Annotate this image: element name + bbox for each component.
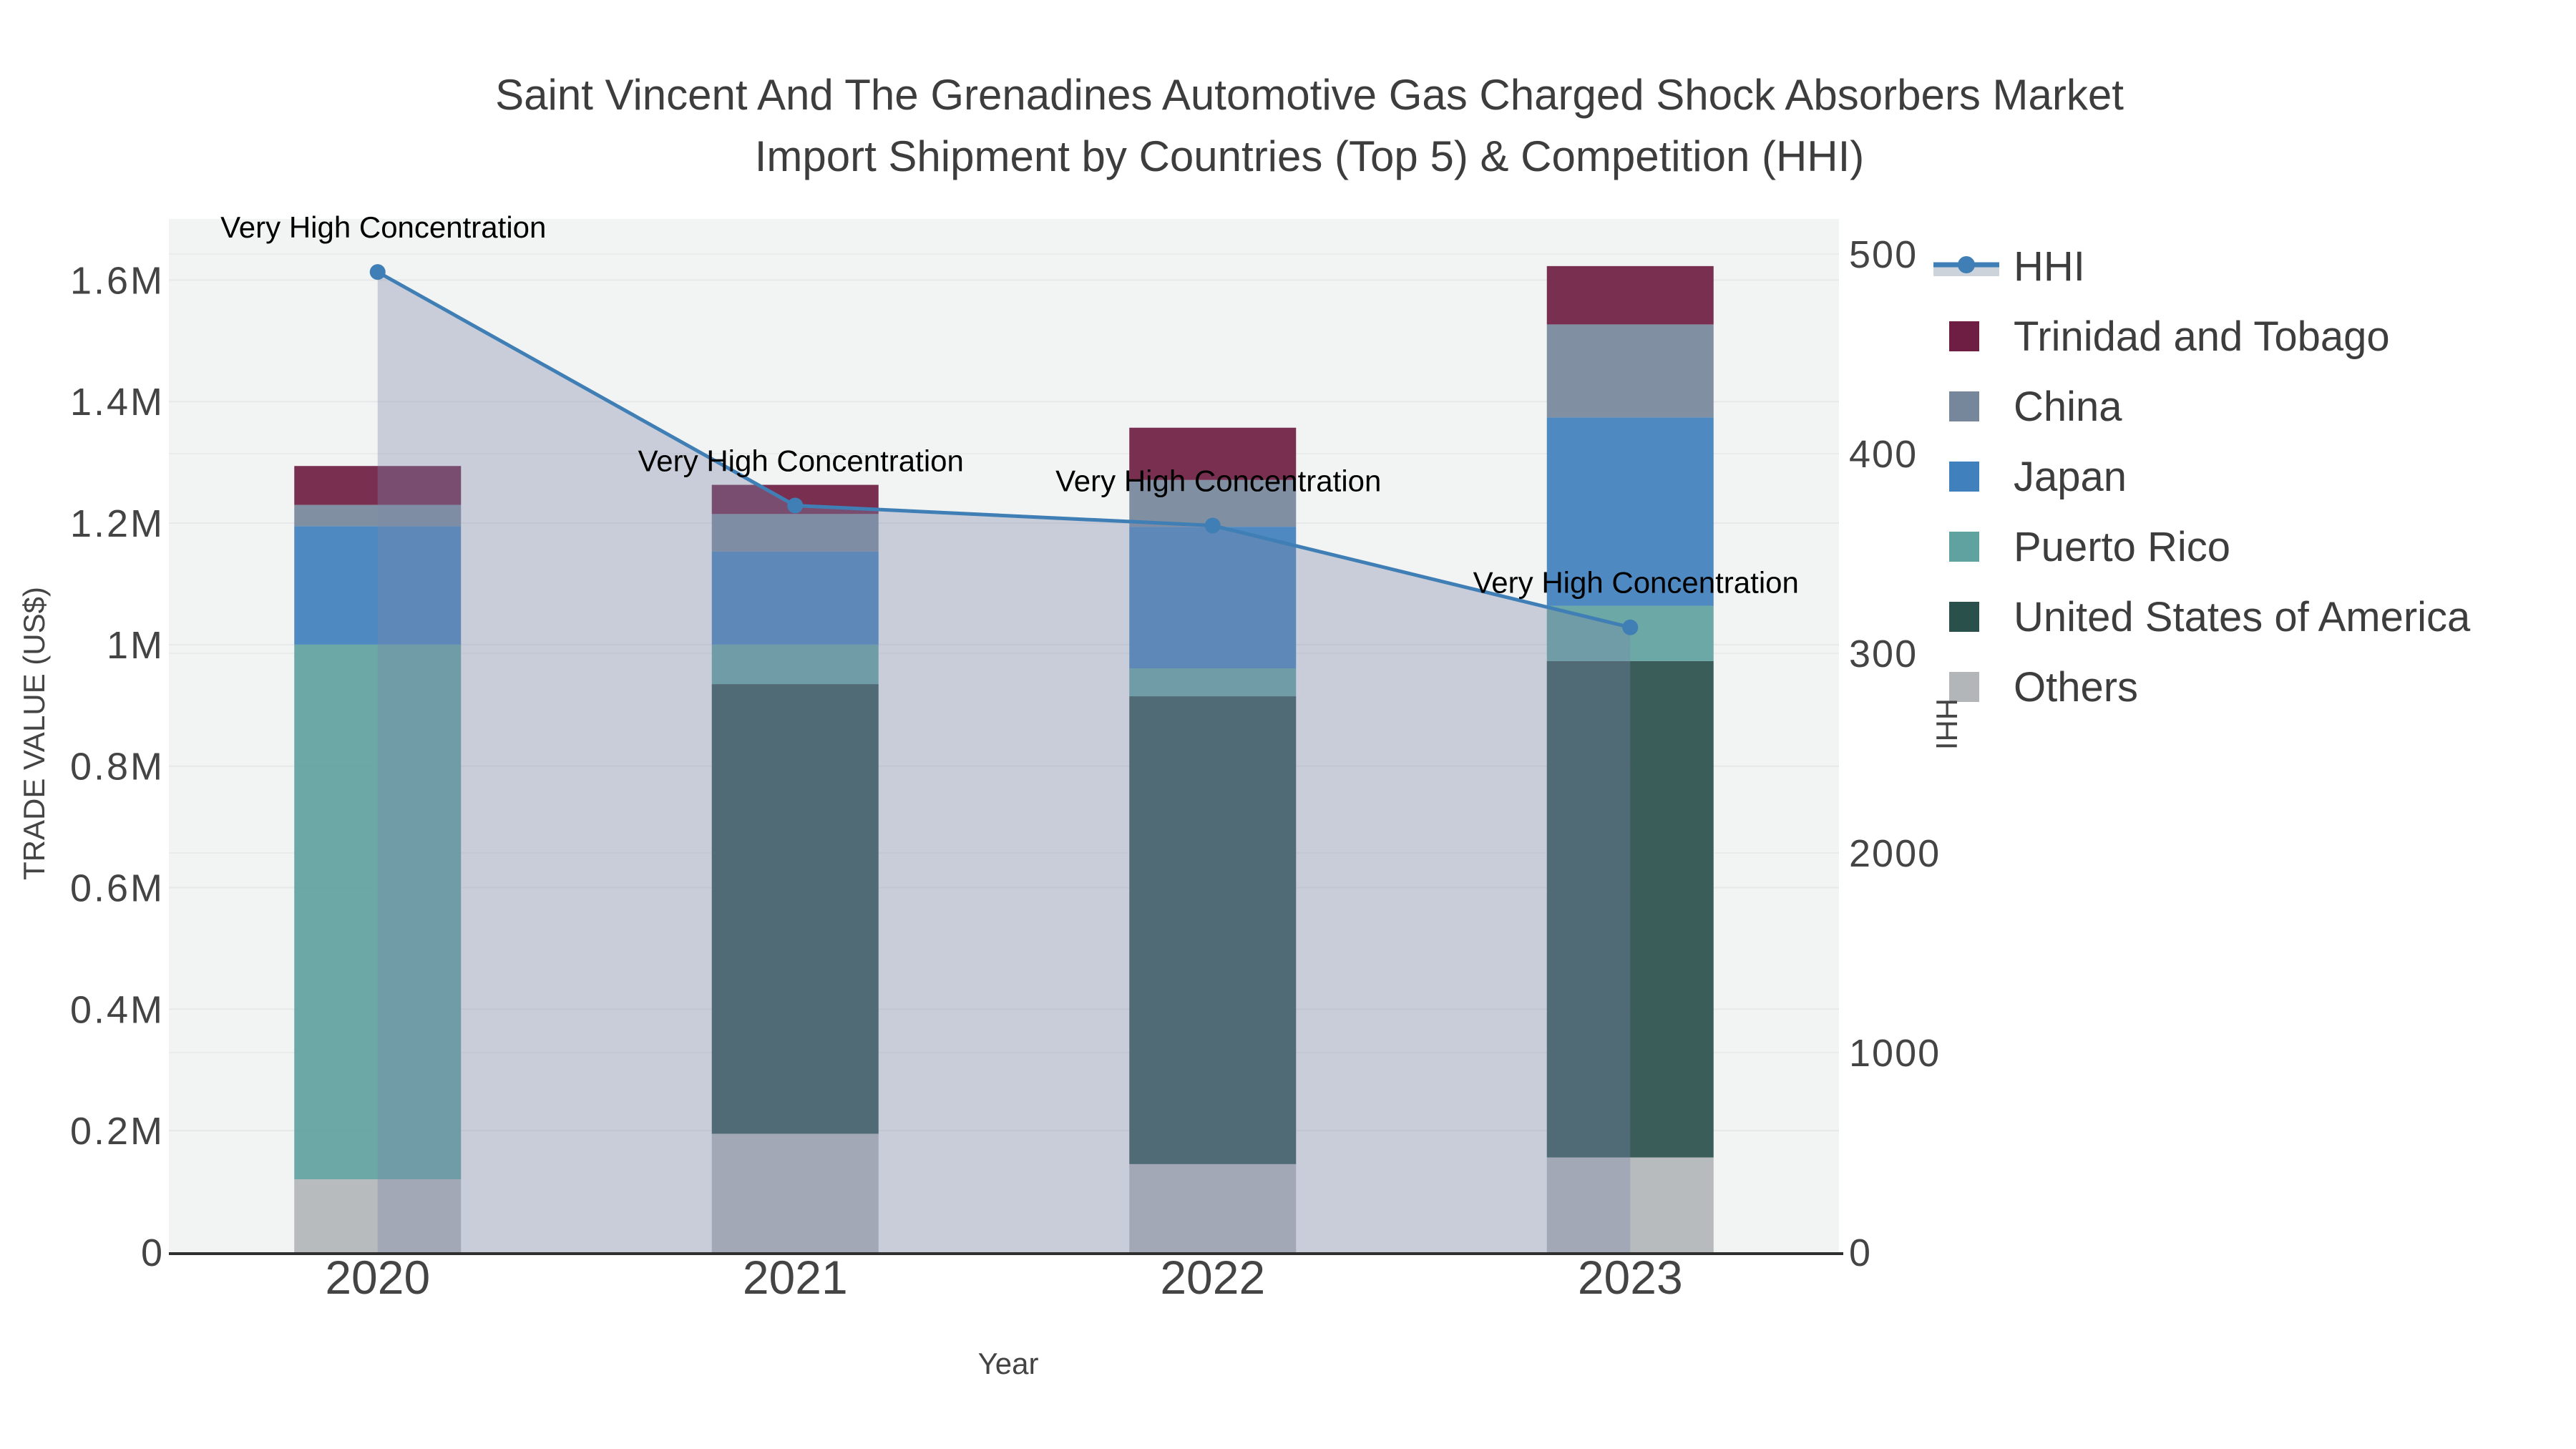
x-tick-2021: 2021: [743, 1251, 848, 1304]
bar-segment-puerto-rico-2022[interactable]: [1129, 668, 1297, 697]
legend-item-china[interactable]: China: [1949, 384, 2122, 430]
legend-label-china: China: [2014, 384, 2122, 430]
annotation-2022: Very High Concentration: [1055, 464, 1381, 497]
hhi-marker-2023[interactable]: [1622, 619, 1639, 635]
y-left-tick-0.8M: 0.8M: [70, 746, 165, 789]
annotation-2021: Very High Concentration: [638, 444, 964, 478]
legend-group: HHI Trinidad and Tobago China Japan Puerto R…: [1933, 243, 2471, 711]
bar-segment-others-2020[interactable]: [294, 1179, 462, 1252]
bar-segment-china-2023[interactable]: [1546, 324, 1714, 418]
bar-segment-puerto-rico-2020[interactable]: [294, 644, 462, 1180]
annotations-group: Very High Concentration Very High Concent…: [220, 210, 1799, 600]
y-right-tick-1000: 1000: [1849, 1032, 1941, 1075]
legend-swatch-japan: [1949, 462, 1979, 492]
hhi-marker-2020[interactable]: [369, 264, 386, 280]
bar-segment-united-states-of-america-2021[interactable]: [711, 684, 879, 1134]
x-tick-2023: 2023: [1578, 1251, 1683, 1304]
bar-segment-united-states-of-america-2023[interactable]: [1546, 660, 1714, 1158]
legend-swatch-trinidad-and-tobago: [1949, 321, 1979, 351]
legend-label-hhi: HHI: [2014, 243, 2085, 290]
bar-segment-trinidad-and-tobago-2022[interactable]: [1129, 427, 1297, 480]
x-tick-2022: 2022: [1160, 1251, 1265, 1304]
bar-segment-trinidad-and-tobago-2023[interactable]: [1546, 265, 1714, 325]
legend-item-trinidad-and-tobago[interactable]: Trinidad and Tobago: [1949, 313, 2390, 360]
bar-segment-united-states-of-america-2022[interactable]: [1129, 696, 1297, 1164]
y-axis-left-title: TRADE VALUE (US$): [17, 587, 51, 880]
y-left-tick-0.6M: 0.6M: [70, 867, 165, 910]
annotation-2020: Very High Concentration: [220, 210, 546, 244]
hhi-area-fill: [377, 272, 1631, 1252]
y-axis-right-title: HHI: [1930, 698, 1963, 750]
y-left-tick-0.2M: 0.2M: [70, 1110, 165, 1153]
y-left-tick-1.4M: 1.4M: [70, 381, 165, 424]
bar-segment-japan-2023[interactable]: [1546, 417, 1714, 606]
legend-item-united-states-of-america[interactable]: United States of America: [1949, 594, 2471, 640]
bar-segment-japan-2022[interactable]: [1129, 527, 1297, 668]
y-left-tick-0.4M: 0.4M: [70, 988, 165, 1031]
hhi-marker-2021[interactable]: [787, 497, 804, 514]
bar-segment-others-2022[interactable]: [1129, 1163, 1297, 1252]
y-right-tick-0: 0: [1849, 1231, 1872, 1274]
legend-item-japan[interactable]: Japan: [1949, 454, 2127, 500]
legend-swatch-united-states-of-america: [1949, 602, 1979, 632]
y-right-tick-300: 300: [1849, 633, 1918, 675]
bar-segment-puerto-rico-2021[interactable]: [711, 644, 879, 685]
legend-label-trinidad-and-tobago: Trinidad and Tobago: [2014, 313, 2390, 360]
hhi-area-group: [377, 272, 1631, 1252]
axes-group: 0 0.2M 0.4M 0.6M 0.8M 1M 1.2M 1.4M 1.6M 0 1000 2000…: [70, 233, 1941, 1304]
legend-item-others[interactable]: Others: [1949, 664, 2138, 711]
y-right-tick-500: 500: [1849, 233, 1918, 276]
y-right-tick-2000: 2000: [1849, 832, 1941, 875]
legend-item-puerto-rico[interactable]: Puerto Rico: [1949, 524, 2230, 570]
y-left-tick-1.2M: 1.2M: [70, 502, 165, 545]
x-tick-2020: 2020: [325, 1251, 430, 1304]
hhi-marker-2022[interactable]: [1204, 517, 1221, 534]
annotation-2023: Very High Concentration: [1473, 566, 1799, 600]
legend-swatch-china: [1949, 391, 1979, 421]
bar-segment-japan-2021[interactable]: [711, 551, 879, 645]
bar-segment-others-2023[interactable]: [1546, 1157, 1714, 1252]
hhi-line-group: [369, 264, 1639, 635]
bar-segment-china-2021[interactable]: [711, 514, 879, 552]
bar-segment-others-2021[interactable]: [711, 1133, 879, 1252]
bar-segment-trinidad-and-tobago-2020[interactable]: [294, 466, 462, 505]
bar-segment-japan-2020[interactable]: [294, 526, 462, 645]
legend-label-others: Others: [2014, 664, 2138, 711]
y-left-tick-1M: 1M: [107, 624, 165, 667]
chart-title-line2: Import Shipment by Countries (Top 5) & C…: [755, 132, 1865, 180]
legend-hhi-marker-icon: [1958, 256, 1975, 273]
y-left-tick-1.6M: 1.6M: [70, 259, 165, 302]
bar-segment-china-2020[interactable]: [294, 504, 462, 527]
legend-label-puerto-rico: Puerto Rico: [2014, 524, 2230, 570]
y-left-tick-0: 0: [141, 1231, 165, 1274]
legend-item-hhi[interactable]: HHI: [1933, 243, 2085, 290]
hhi-line: [376, 270, 1631, 630]
x-axis-title: Year: [978, 1347, 1039, 1380]
legend-swatch-puerto-rico: [1949, 532, 1979, 562]
legend-swatch-others: [1949, 672, 1979, 702]
y-right-tick-400: 400: [1849, 433, 1918, 476]
legend-label-united-states-of-america: United States of America: [2014, 594, 2471, 640]
chart-title-line1: Saint Vincent And The Grenadines Automot…: [495, 71, 2124, 119]
legend-label-japan: Japan: [2014, 454, 2127, 500]
